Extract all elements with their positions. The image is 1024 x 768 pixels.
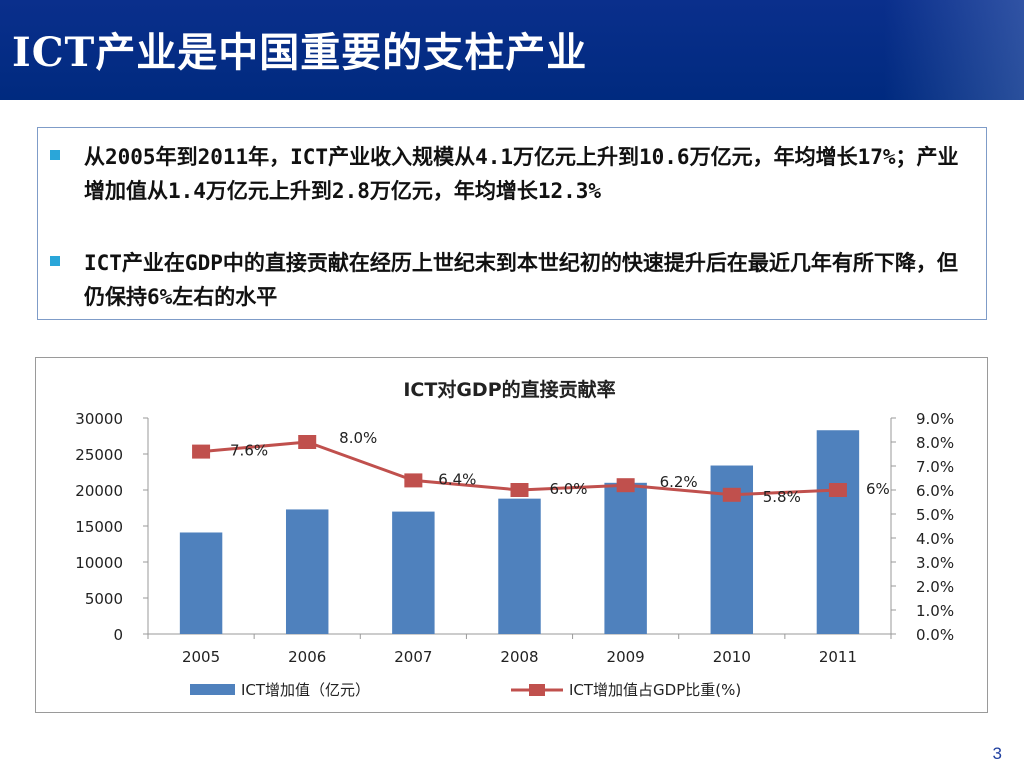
chart-title: ICT对GDP的直接贡献率 bbox=[403, 378, 615, 401]
line-point bbox=[722, 487, 741, 502]
bullet-square-icon bbox=[50, 150, 60, 160]
chart-frame: ICT对GDP的直接贡献率 0 5000 10000 15000 20000 25000 30… bbox=[35, 357, 988, 713]
legend-swatch-marker bbox=[529, 684, 545, 696]
left-axis-tick-label: 0 bbox=[113, 626, 123, 644]
bar bbox=[285, 509, 329, 634]
line-point bbox=[404, 473, 423, 488]
data-label: 6% bbox=[866, 480, 890, 498]
line-point bbox=[192, 444, 211, 459]
data-label: 6.4% bbox=[438, 470, 476, 488]
left-axis-tick-label: 20000 bbox=[75, 482, 123, 500]
x-axis-tick-label: 2008 bbox=[500, 648, 538, 666]
bullet-textbox: 从2005年到2011年，ICT产业收入规模从4.1万亿元上升到10.6万亿元，… bbox=[37, 127, 987, 320]
legend-label-line: ICT增加值占GDP比重(%) bbox=[569, 681, 741, 699]
bar bbox=[498, 498, 541, 634]
bar bbox=[816, 430, 860, 634]
x-axis-tick-label: 2009 bbox=[607, 648, 645, 666]
bar bbox=[392, 511, 435, 634]
combo-chart: ICT对GDP的直接贡献率 0 5000 10000 15000 20000 25000 30… bbox=[75, 378, 954, 699]
legend-label-bar: ICT增加值（亿元） bbox=[241, 681, 370, 699]
right-axis-tick-label: 3.0% bbox=[916, 554, 954, 572]
right-axis-tick-label: 2.0% bbox=[916, 578, 954, 596]
left-axis-tick-label: 5000 bbox=[85, 590, 123, 608]
data-label: 6.2% bbox=[660, 473, 698, 491]
right-axis-tick-label: 0.0% bbox=[916, 626, 954, 644]
data-label: 8.0% bbox=[339, 429, 377, 447]
right-axis-tick-label: 7.0% bbox=[916, 458, 954, 476]
right-axis-tick-label: 8.0% bbox=[916, 434, 954, 452]
bullet-text: 从2005年到2011年，ICT产业收入规模从4.1万亿元上升到10.6万亿元，… bbox=[84, 145, 959, 203]
x-axis-tick-label: 2011 bbox=[819, 648, 857, 666]
right-axis-tick-label: 1.0% bbox=[916, 602, 954, 620]
title-bar: ICT产业是中国重要的支柱产业 bbox=[0, 0, 1024, 100]
bar bbox=[179, 532, 223, 634]
title-bar-decoration bbox=[884, 0, 1024, 100]
x-axis-tick-label: 2007 bbox=[394, 648, 432, 666]
data-label: 5.8% bbox=[763, 488, 801, 506]
data-label: 7.6% bbox=[230, 442, 268, 460]
left-axis-tick-label: 10000 bbox=[75, 554, 123, 572]
line-point bbox=[298, 435, 317, 449]
right-axis-tick-label: 6.0% bbox=[916, 482, 954, 500]
left-axis-tick-label: 30000 bbox=[75, 410, 123, 428]
bullet-square-icon bbox=[50, 256, 60, 266]
left-axis-tick-label: 15000 bbox=[75, 518, 123, 536]
legend-swatch-bar bbox=[190, 684, 235, 695]
bullet-item: ICT产业在GDP中的直接贡献在经历上世纪末到本世纪初的快速提升后在最近几年有所… bbox=[50, 246, 964, 314]
right-axis-tick-label: 9.0% bbox=[916, 410, 954, 428]
line-point bbox=[616, 478, 635, 493]
x-axis-tick-label: 2010 bbox=[713, 648, 751, 666]
left-axis-tick-label: 25000 bbox=[75, 446, 123, 464]
bullet-item: 从2005年到2011年，ICT产业收入规模从4.1万亿元上升到10.6万亿元，… bbox=[50, 140, 964, 208]
line-point bbox=[828, 483, 847, 497]
right-axis-tick-label: 4.0% bbox=[916, 530, 954, 548]
x-axis-tick-label: 2005 bbox=[182, 648, 220, 666]
data-label: 6.0% bbox=[549, 480, 587, 498]
slide-title: ICT产业是中国重要的支柱产业 bbox=[12, 29, 588, 76]
right-axis-tick-label: 5.0% bbox=[916, 506, 954, 524]
bar bbox=[604, 482, 647, 634]
line-point bbox=[510, 483, 529, 497]
x-axis-tick-label: 2006 bbox=[288, 648, 326, 666]
page-number: 3 bbox=[992, 744, 1002, 763]
bullet-text: ICT产业在GDP中的直接贡献在经历上世纪末到本世纪初的快速提升后在最近几年有所… bbox=[84, 251, 958, 309]
